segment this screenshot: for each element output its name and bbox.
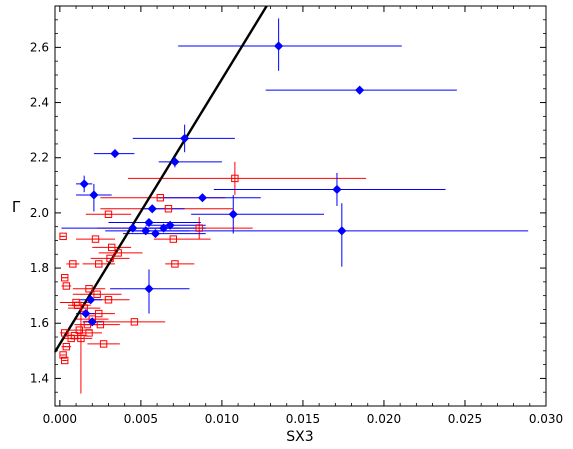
y-tick-label: 2.2 — [30, 151, 49, 165]
data-point-blue — [180, 133, 190, 143]
markers-layer — [59, 41, 365, 365]
y-tick-label: 1.6 — [30, 316, 49, 330]
y-axis-label: Γ — [12, 198, 21, 216]
x-tick-label: 0.030 — [529, 412, 563, 426]
data-point-blue — [274, 41, 284, 51]
data-point-blue — [144, 284, 154, 294]
data-point-blue — [144, 217, 154, 228]
y-tick-label: 2.6 — [30, 40, 49, 54]
y-tick-label: 1.4 — [30, 371, 49, 385]
y-axis: 1.4 1.6 1.8 2.0 2.2 2.4 2.6 — [30, 5, 546, 393]
data-point-blue — [332, 184, 342, 195]
data-point-blue — [197, 193, 208, 203]
data-point-blue — [165, 220, 175, 230]
plot-frame — [54, 5, 547, 407]
y-tick-label: 2.4 — [30, 96, 49, 110]
x-axis-label: SX3 — [286, 429, 313, 445]
x-tick-label: 0.020 — [367, 412, 401, 426]
data-point-blue — [89, 190, 99, 200]
y-tick-label: 2.0 — [30, 206, 49, 220]
fit-line — [53, 5, 268, 353]
data-point-blue — [87, 317, 97, 327]
data-point-blue — [170, 157, 180, 167]
x-tick-label: 0.000 — [43, 412, 77, 426]
data-point-blue — [147, 204, 157, 214]
data-point-blue — [86, 295, 96, 305]
data-point-blue — [110, 149, 120, 159]
x-tick-label: 0.005 — [124, 412, 158, 426]
data-point-blue — [337, 226, 347, 236]
data-point-blue — [128, 223, 138, 233]
data-point-blue — [141, 226, 151, 236]
y-tick-label: 1.8 — [30, 261, 49, 275]
data-point-blue — [159, 223, 169, 233]
data-point-blue — [355, 85, 365, 95]
fit-line-layer — [53, 5, 268, 353]
x-tick-label: 0.010 — [205, 412, 239, 426]
data-point-blue — [150, 229, 161, 239]
x-tick-label: 0.025 — [448, 412, 482, 426]
data-point-blue — [81, 309, 91, 319]
data-point-blue — [79, 179, 89, 189]
x-axis: 0.000 0.005 0.010 0.015 0.020 0.025 0.030 — [43, 6, 563, 426]
data-point-blue — [228, 209, 238, 219]
x-tick-label: 0.015 — [286, 412, 320, 426]
